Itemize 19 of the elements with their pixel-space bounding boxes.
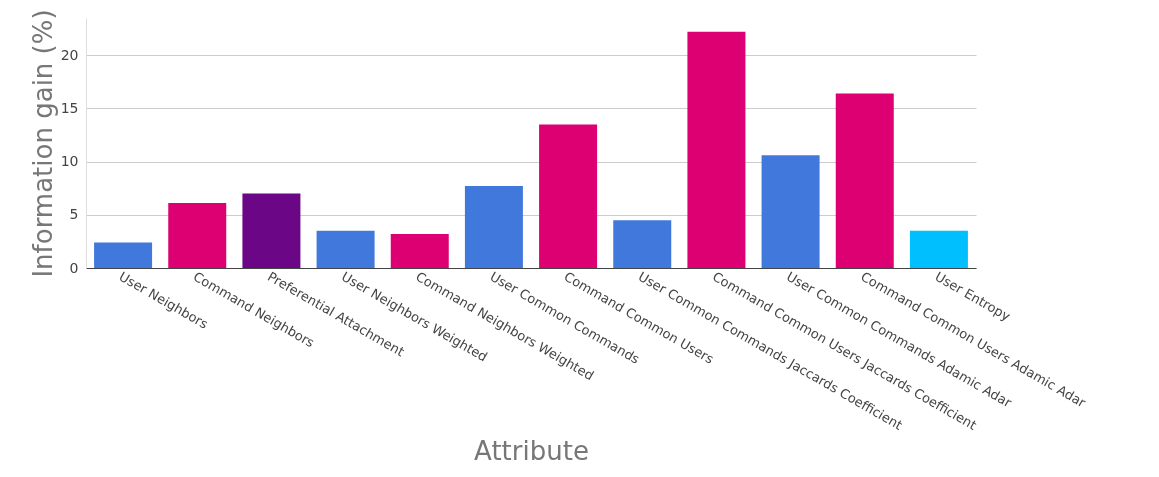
bar [242, 193, 301, 268]
bar [909, 230, 968, 268]
bar [613, 220, 672, 268]
bar [761, 155, 820, 268]
x-axis-title: Attribute [474, 435, 589, 466]
bar [94, 242, 153, 268]
y-tick-label: 5 [69, 206, 79, 223]
bar [687, 31, 746, 268]
y-tick-label: 15 [60, 99, 79, 116]
bar [464, 186, 523, 268]
bar [539, 124, 598, 268]
y-tick-label: 20 [60, 46, 79, 63]
y-tick-label: 10 [60, 153, 79, 170]
bar [835, 93, 894, 268]
y-axis-title: Information gain (%) [27, 9, 58, 278]
bar [390, 233, 449, 268]
bar [168, 203, 227, 268]
bar [316, 230, 375, 268]
y-tick-label: 0 [69, 259, 79, 276]
